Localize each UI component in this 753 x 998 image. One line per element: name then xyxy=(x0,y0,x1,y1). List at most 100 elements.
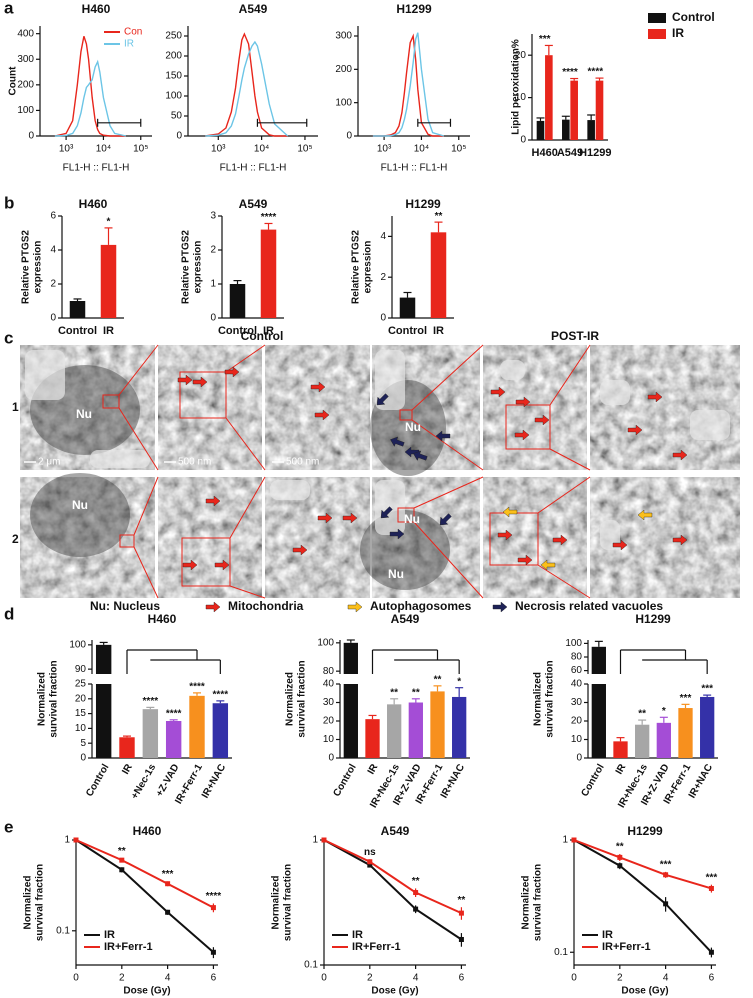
chart-title: H460 xyxy=(82,2,111,16)
point xyxy=(73,837,79,843)
significance: *** xyxy=(680,693,692,704)
legend-label: Mitochondria xyxy=(228,599,304,613)
micrograph xyxy=(158,345,262,470)
zoom-box xyxy=(179,371,227,419)
significance: ** xyxy=(434,674,442,685)
bar xyxy=(408,702,423,758)
zoom-line xyxy=(537,564,591,599)
legend-swatch xyxy=(648,13,666,23)
chart-title: A549 xyxy=(391,612,420,626)
micrograph xyxy=(483,477,587,598)
y-tick-label: 200 xyxy=(335,64,352,75)
y-tick-label: 0 xyxy=(576,753,582,764)
x-tick-label: Control xyxy=(58,325,97,337)
point xyxy=(119,857,125,863)
y-axis-label: survival fraction xyxy=(283,864,294,941)
y-tick-label: 6 xyxy=(50,211,56,222)
y-tick-label: 1 xyxy=(312,835,318,846)
point xyxy=(321,837,327,843)
x-tick-label: IR xyxy=(103,325,114,337)
arrow xyxy=(540,559,556,571)
point xyxy=(708,885,714,891)
y-tick-label: 30 xyxy=(323,697,335,708)
panel-label: d xyxy=(4,604,14,623)
y-axis-label: Lipid peroxidation% xyxy=(511,39,522,135)
zoom-line xyxy=(413,521,484,599)
significance: **** xyxy=(261,212,277,223)
y-tick-label: 400 xyxy=(17,28,34,39)
bar xyxy=(212,703,229,758)
zoom-box xyxy=(397,507,415,523)
bar xyxy=(570,80,578,140)
y-tick-label: 100 xyxy=(565,638,582,649)
nucleus-label: Nu xyxy=(404,512,420,526)
x-tick-label: IR xyxy=(263,325,274,337)
legend-label: IR+Ferr-1 xyxy=(602,941,651,953)
zoom-line xyxy=(225,417,266,471)
y-tick-label: 0 xyxy=(28,131,34,142)
y-tick-label: 0 xyxy=(176,131,182,142)
zoom-line xyxy=(225,344,266,373)
y-tick-label: 0 xyxy=(80,753,86,764)
y-tick-label: 0.1 xyxy=(554,947,568,958)
x-tick-label: A549 xyxy=(557,147,583,159)
chart-title: A549 xyxy=(381,824,410,838)
y-tick-label: 25 xyxy=(75,679,87,690)
x-tick-label: 4 xyxy=(413,973,419,984)
micrograph xyxy=(590,345,740,470)
row-label: 2 xyxy=(12,532,19,546)
bar xyxy=(165,721,182,758)
micrograph xyxy=(483,345,587,470)
bar xyxy=(95,684,112,758)
series-line xyxy=(573,839,712,890)
y-tick-label: 2 xyxy=(380,272,386,283)
y-tick-label: 300 xyxy=(335,31,352,42)
bar xyxy=(189,695,205,758)
significance: *** xyxy=(539,34,551,45)
y-axis-label: Normalized xyxy=(521,876,532,930)
point xyxy=(165,909,171,915)
y-tick-label: 300 xyxy=(17,54,34,65)
y-axis-label: Normalized xyxy=(533,672,544,726)
zoom-line xyxy=(133,546,159,599)
chart-title: H460 xyxy=(148,612,177,626)
column-header: Control xyxy=(241,329,284,343)
x-tick-label: 10⁴ xyxy=(254,144,269,155)
arrow xyxy=(182,559,198,571)
x-tick-label: 0 xyxy=(321,973,327,984)
series-line xyxy=(323,839,462,941)
y-tick-label: 1 xyxy=(562,835,568,846)
point xyxy=(119,867,125,873)
point xyxy=(367,862,373,868)
significance: * xyxy=(457,676,461,687)
y-tick-label: 90 xyxy=(75,664,87,675)
bright-region xyxy=(375,350,405,410)
y-axis-label: survival fraction xyxy=(49,660,60,737)
point xyxy=(458,936,464,942)
x-tick-label: IR xyxy=(433,325,444,337)
arrow xyxy=(390,436,405,447)
x-tick-label: Control xyxy=(579,762,606,798)
y-tick-label: 80 xyxy=(571,652,583,663)
nucleus-label: Nu xyxy=(405,420,421,434)
chart-title: H1299 xyxy=(405,197,441,211)
point xyxy=(367,859,373,865)
zoom-line xyxy=(118,344,159,396)
legend-label: Nu: Nucleus xyxy=(90,599,160,613)
bar xyxy=(591,684,606,758)
significance: ** xyxy=(616,842,624,853)
chart-title: H460 xyxy=(79,197,108,211)
bar xyxy=(656,722,671,758)
x-tick-label: IR xyxy=(614,762,629,777)
bright-region xyxy=(500,360,525,380)
y-axis-label: expression xyxy=(33,241,44,294)
x-tick-label: 2 xyxy=(617,973,623,984)
zoom-box xyxy=(102,394,120,409)
zoom-line xyxy=(549,448,591,471)
y-tick-label: 0 xyxy=(520,135,526,146)
bar xyxy=(595,80,604,140)
legend-label: IR xyxy=(104,929,115,941)
series-line xyxy=(372,32,445,137)
bar xyxy=(260,229,277,318)
